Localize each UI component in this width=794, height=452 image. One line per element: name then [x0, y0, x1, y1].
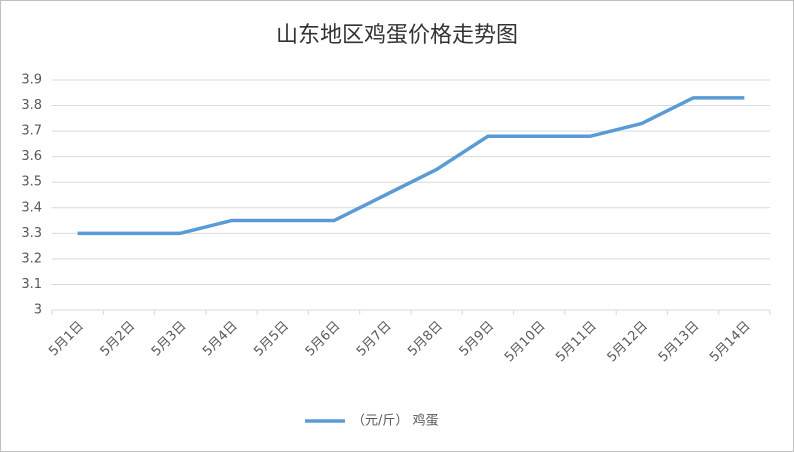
y-tick-label: 3.4 — [21, 200, 42, 215]
y-tick-label: 3.5 — [21, 175, 42, 190]
y-tick-label: 3.8 — [21, 98, 42, 113]
y-tick-label: 3.2 — [21, 251, 42, 266]
y-tick-label: 3.6 — [21, 149, 42, 164]
line-series — [77, 96, 745, 236]
y-tick-label: 3 — [34, 303, 42, 318]
y-tick-label: 3.1 — [21, 277, 42, 292]
y-tick-label: 3.9 — [21, 73, 42, 88]
legend-label: （元/斤） 鸡蛋 — [352, 413, 439, 429]
chart-title: 山东地区鸡蛋价格走势图 — [276, 23, 518, 48]
y-tick-label: 3.7 — [21, 124, 42, 139]
y-tick-label: 3.3 — [21, 226, 42, 241]
